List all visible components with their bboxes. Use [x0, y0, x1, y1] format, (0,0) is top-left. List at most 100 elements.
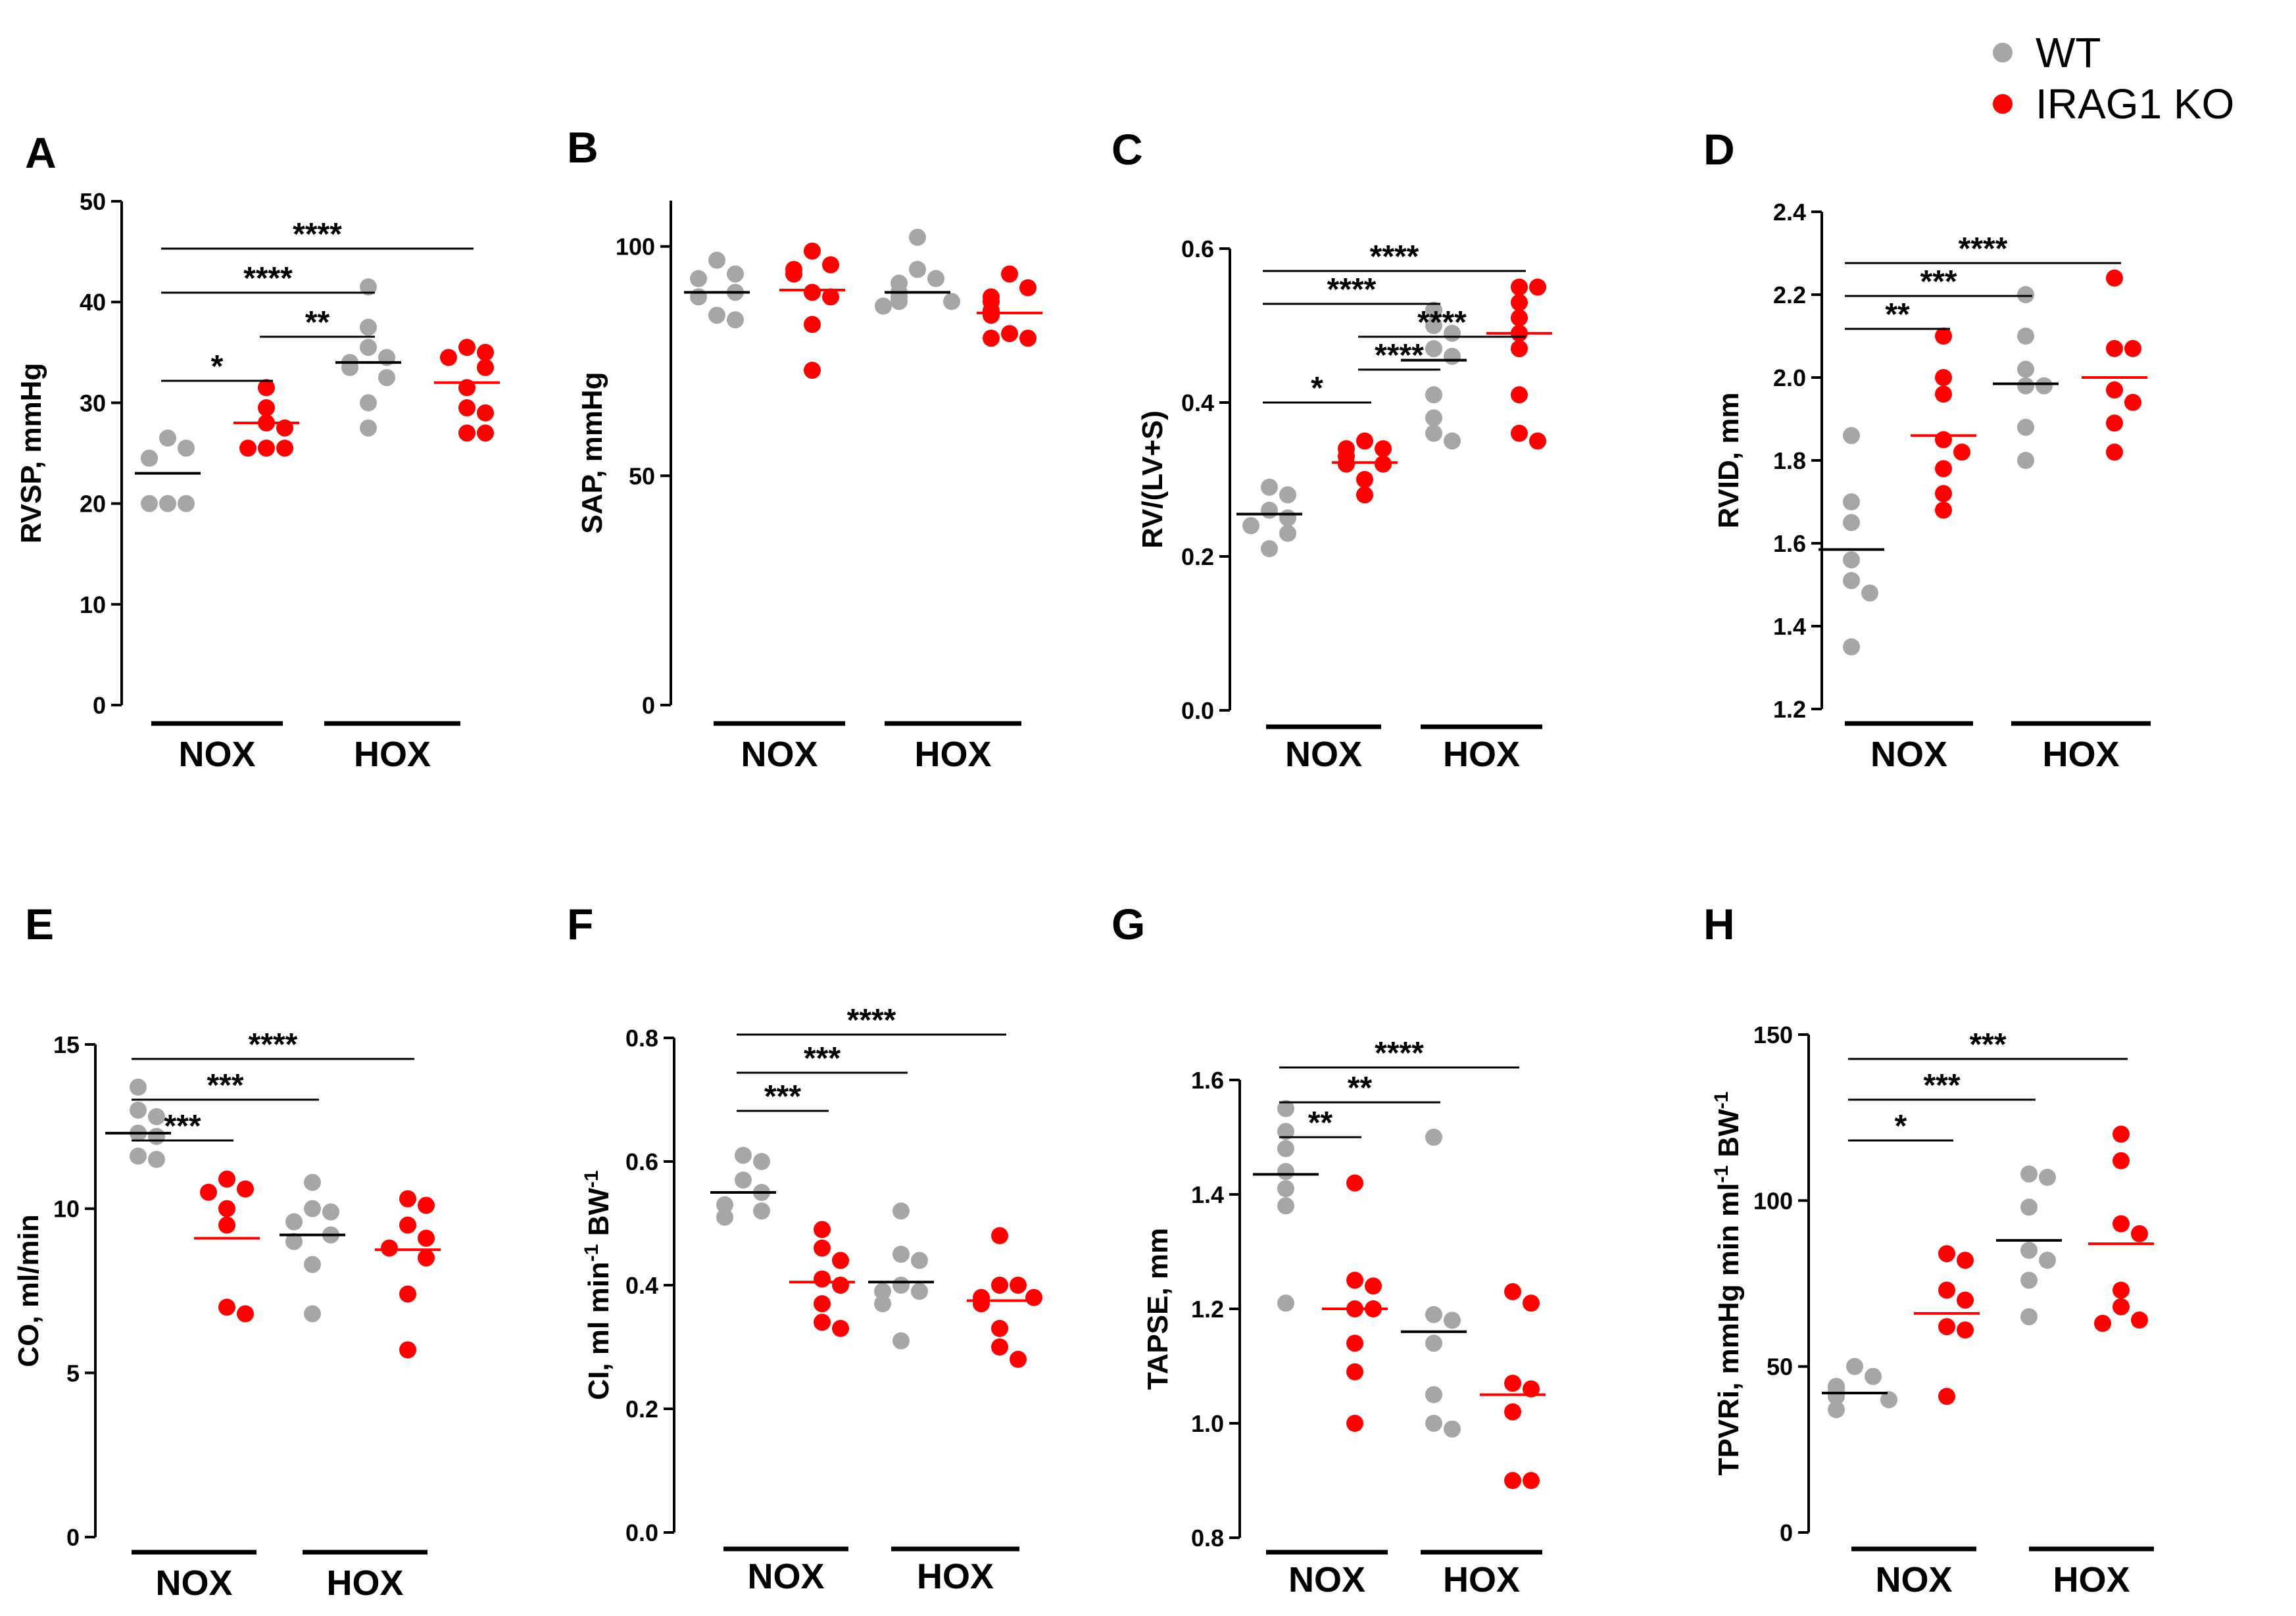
data-point [360, 278, 377, 296]
y-tick-label: 5 [66, 1359, 80, 1386]
data-point [2106, 269, 2123, 287]
significance-label: **** [1417, 305, 1467, 340]
y-tick-label: 0.8 [625, 1025, 658, 1052]
panel-letter: D [1703, 125, 1735, 174]
data-point [2113, 1215, 2130, 1233]
data-point [258, 379, 275, 397]
data-point [458, 339, 476, 356]
group-label: HOX [917, 1557, 994, 1596]
group-label: NOX [1875, 1560, 1952, 1600]
y-axis-label: TPVRi, mmHg min ml-1 BW-1 [1711, 1092, 1745, 1476]
y-tick-label: 0.2 [625, 1396, 658, 1423]
data-point [399, 1190, 416, 1208]
data-point [2020, 1165, 2038, 1183]
legend: WT IRAG1 KO [1993, 29, 2234, 128]
data-point [832, 1319, 849, 1337]
data-point [130, 1078, 147, 1096]
data-point [1375, 440, 1392, 458]
data-point [477, 404, 494, 422]
data-point [1025, 1288, 1042, 1306]
y-tick-label: 1.4 [1773, 613, 1806, 640]
group-label: NOX [155, 1563, 232, 1603]
y-tick-label: 50 [629, 462, 655, 489]
significance-label: **** [1327, 272, 1377, 307]
data-point [1504, 1283, 1521, 1300]
data-point [1425, 1386, 1442, 1404]
data-point [418, 1229, 435, 1247]
y-tick-label: 0 [66, 1524, 80, 1551]
data-point [378, 369, 395, 387]
data-point [874, 1295, 891, 1313]
data-point [2039, 1252, 2056, 1269]
data-point [1957, 1321, 1974, 1339]
data-point [178, 495, 195, 512]
y-tick-label: 0 [93, 692, 106, 719]
data-point [832, 1277, 849, 1294]
data-point [753, 1202, 770, 1220]
data-point [276, 439, 293, 457]
significance-label: **** [1959, 232, 2008, 266]
data-point [716, 1196, 733, 1213]
data-point [1938, 1245, 1955, 1263]
data-point [804, 242, 821, 260]
data-point [477, 343, 494, 361]
data-point [1346, 1334, 1363, 1352]
y-tick-label: 1.2 [1191, 1296, 1224, 1323]
data-point [285, 1213, 303, 1231]
group-label: NOX [1285, 735, 1362, 774]
data-point [418, 1196, 435, 1214]
significance-label: **** [293, 217, 342, 252]
y-axis-label: RVSP, mmHg [15, 363, 47, 544]
data-point [2131, 1225, 2148, 1242]
data-point [943, 293, 960, 310]
y-tick-label: 0.8 [1191, 1525, 1224, 1552]
data-point [2017, 328, 2034, 345]
group-label: HOX [1443, 1560, 1520, 1600]
data-point [1935, 460, 1952, 477]
data-point [804, 316, 821, 333]
y-axis-label: SAP, mmHg [576, 372, 608, 533]
data-point [1444, 1420, 1461, 1438]
data-point [2106, 414, 2123, 432]
data-point [822, 256, 839, 274]
data-point [1346, 1415, 1363, 1432]
significance-label: **** [847, 1003, 896, 1038]
data-point [814, 1270, 831, 1288]
data-point [1938, 1281, 1955, 1299]
significance-label: **** [249, 1027, 298, 1062]
data-point [2106, 443, 2123, 461]
data-point [304, 1200, 321, 1217]
data-point [1019, 279, 1037, 297]
data-point [1346, 1271, 1363, 1289]
data-point [1277, 1100, 1294, 1117]
data-point [360, 419, 377, 437]
data-point [1425, 1306, 1442, 1323]
y-tick-label: 2.4 [1773, 199, 1806, 226]
y-tick-label: 2.0 [1773, 364, 1806, 391]
data-point [983, 330, 1000, 347]
group-label: HOX [1443, 735, 1520, 774]
y-tick-label: 0.6 [625, 1148, 658, 1175]
y-tick-label: 0.0 [1181, 697, 1214, 724]
data-point [1242, 517, 1259, 535]
data-point [1957, 1252, 1974, 1269]
y-tick-label: 50 [1767, 1354, 1793, 1381]
data-point [200, 1183, 217, 1201]
data-point [2113, 1125, 2130, 1143]
data-point [875, 297, 892, 315]
data-point [239, 439, 256, 457]
data-point [1019, 330, 1037, 347]
data-point [2017, 418, 2034, 436]
data-point [1346, 1363, 1363, 1381]
data-point [178, 439, 195, 457]
data-point [2124, 339, 2141, 357]
data-point [2036, 377, 2053, 395]
data-point [2106, 381, 2123, 399]
data-point [1425, 340, 1442, 358]
significance-label: *** [207, 1068, 243, 1103]
significance-label: * [1311, 371, 1323, 406]
y-tick-label: 1.2 [1773, 696, 1806, 723]
data-point [399, 1341, 416, 1359]
data-point [1001, 265, 1018, 283]
